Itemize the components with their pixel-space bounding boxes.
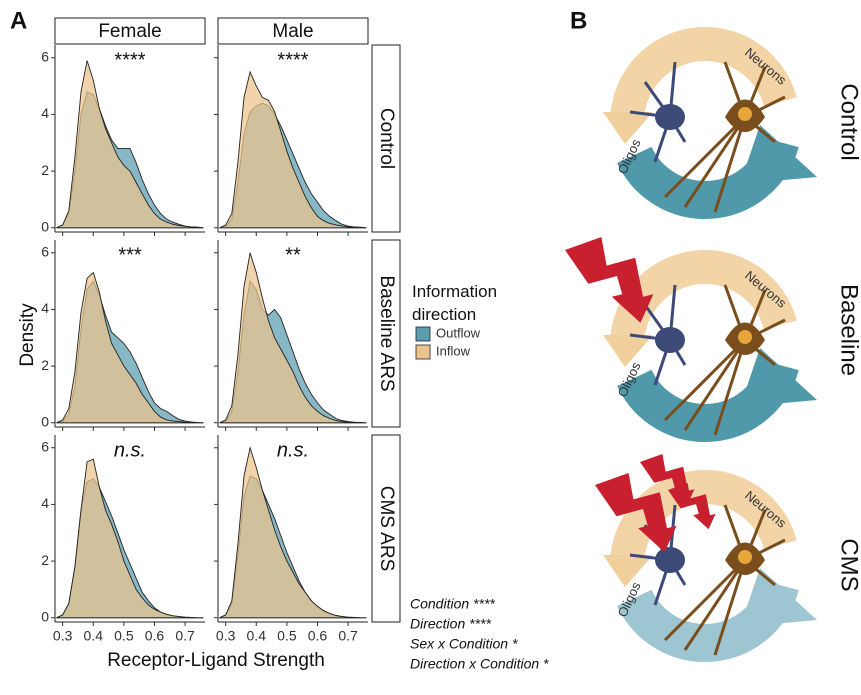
legend-title: Information direction <box>412 282 498 324</box>
facet-strip <box>217 17 369 45</box>
arrow-head <box>740 348 817 407</box>
density-area <box>219 252 367 424</box>
y-tick-label: 0 <box>41 218 49 234</box>
significance: *** <box>118 244 142 266</box>
legend-label: Inflow <box>436 343 471 358</box>
significance: n.s. <box>114 439 146 461</box>
density-area <box>56 271 204 424</box>
y-tick-label: 4 <box>41 105 49 121</box>
legend-label: Outflow <box>436 325 481 340</box>
x-tick-label: 0.5 <box>277 628 297 644</box>
x-tick-label: 0.3 <box>53 628 73 644</box>
neuron-dendrite <box>663 558 747 642</box>
panel-label: A <box>10 7 27 34</box>
stress-bolt <box>565 237 654 323</box>
oligo-body <box>655 547 685 573</box>
significance: n.s. <box>277 439 309 461</box>
oligo-body <box>655 104 685 130</box>
legend-swatch <box>415 326 431 342</box>
y-tick-label: 2 <box>41 552 49 568</box>
facet-strip <box>54 17 206 45</box>
condition-label: CMS <box>836 538 861 591</box>
condition-label: Baseline <box>836 284 861 376</box>
facet-label: Baseline ARS <box>376 275 397 391</box>
facet-strip <box>371 44 401 233</box>
neuron-dendrite <box>713 339 747 436</box>
facet-label: Female <box>98 21 161 42</box>
significance: ** <box>285 244 301 266</box>
facet-strip <box>371 239 401 428</box>
arrow-head <box>603 112 653 144</box>
neuron-dendrite <box>683 116 747 208</box>
y-axis-label: Density <box>17 303 38 367</box>
neuron-dendrite <box>713 559 747 656</box>
arrow-head <box>740 568 817 627</box>
x-tick-label: 0.3 <box>216 628 236 644</box>
neuron-dendrite <box>713 116 747 213</box>
facet-label: Male <box>272 21 313 42</box>
stress-bolt <box>595 473 677 553</box>
neuron-nucleus <box>738 550 752 564</box>
facet-label: Control <box>376 108 397 169</box>
facet-label: CMS ARS <box>376 486 397 572</box>
density-area <box>56 60 204 229</box>
x-tick-label: 0.7 <box>175 628 195 644</box>
neuron-nucleus <box>738 107 752 121</box>
stress-bolt <box>668 483 716 530</box>
significance: **** <box>114 49 145 71</box>
x-tick-label: 0.6 <box>145 628 165 644</box>
x-tick-label: 0.5 <box>114 628 134 644</box>
density-area <box>56 458 204 619</box>
inflow-arrow <box>610 27 797 121</box>
x-tick-label: 0.4 <box>247 628 267 644</box>
y-tick-label: 0 <box>41 608 49 624</box>
neuron-nucleus <box>738 330 752 344</box>
y-tick-label: 4 <box>41 495 49 511</box>
condition-label: Control <box>836 83 861 160</box>
facet-strip <box>371 434 401 623</box>
density-area <box>219 70 367 229</box>
y-tick-label: 6 <box>41 48 49 64</box>
x-tick-label: 0.6 <box>308 628 328 644</box>
arrow-head <box>603 555 653 587</box>
stat-note: Direction **** <box>410 616 491 632</box>
x-axis-label: Receptor-Ligand Strength <box>107 650 325 671</box>
y-tick-label: 2 <box>41 162 49 178</box>
x-tick-label: 0.4 <box>84 628 104 644</box>
y-tick-label: 0 <box>41 413 49 429</box>
oligo-body <box>655 327 685 353</box>
legend-title-box: Information direction <box>412 282 498 324</box>
y-tick-label: 6 <box>41 438 49 454</box>
neuron-dendrite <box>663 115 747 199</box>
panel-label: B <box>570 7 587 34</box>
stat-note: Direction x Condition * <box>410 656 549 672</box>
arrow-head <box>603 335 653 367</box>
neuron-dendrite <box>683 339 747 431</box>
x-tick-label: 0.7 <box>338 628 358 644</box>
legend-swatch <box>415 344 431 360</box>
significance: **** <box>277 49 308 71</box>
stat-note: Sex x Condition * <box>410 636 518 652</box>
density-area <box>219 446 367 619</box>
y-tick-label: 6 <box>41 243 49 259</box>
arrow-head <box>740 125 817 184</box>
neuron-dendrite <box>683 559 747 651</box>
y-tick-label: 4 <box>41 300 49 316</box>
stat-note: Condition **** <box>410 596 495 612</box>
y-tick-label: 2 <box>41 357 49 373</box>
neuron-dendrite <box>663 338 747 422</box>
inflow-arrow <box>610 470 797 564</box>
